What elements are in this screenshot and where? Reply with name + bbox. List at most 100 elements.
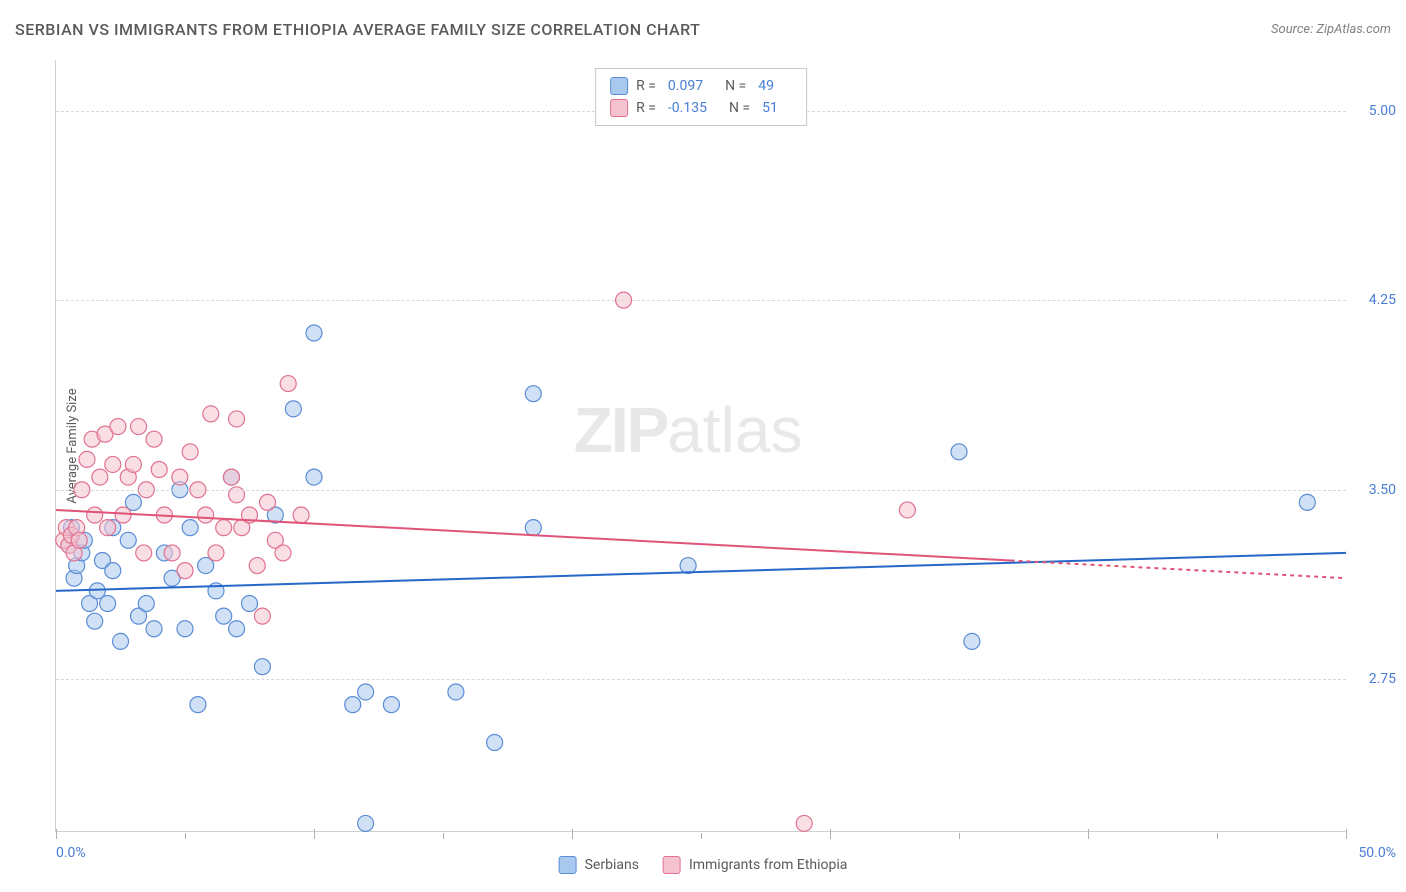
data-point: [293, 507, 309, 523]
grid-line: [56, 490, 1346, 491]
data-point: [964, 633, 980, 649]
data-point: [285, 401, 301, 417]
x-tick: [572, 829, 573, 839]
swatch-ethiopia: [610, 99, 628, 117]
legend-item-ethiopia: Immigrants from Ethiopia: [663, 856, 847, 874]
data-point: [254, 608, 270, 624]
data-point: [113, 633, 129, 649]
data-point: [216, 608, 232, 624]
data-point: [383, 697, 399, 713]
data-point: [203, 406, 219, 422]
data-point: [223, 469, 239, 485]
data-point: [487, 735, 503, 751]
x-tick: [1088, 829, 1089, 839]
x-tick: [185, 833, 186, 839]
chart-title: SERBIAN VS IMMIGRANTS FROM ETHIOPIA AVER…: [15, 20, 700, 39]
data-point: [525, 520, 541, 536]
data-point: [229, 411, 245, 427]
data-point: [146, 431, 162, 447]
x-axis-min: 0.0%: [56, 845, 86, 861]
data-point: [105, 456, 121, 472]
y-tick-label: 5.00: [1369, 103, 1396, 119]
legend-item-serbians: Serbians: [559, 856, 639, 874]
stat-r-ethiopia: -0.135: [668, 100, 707, 116]
data-point: [100, 520, 116, 536]
data-point: [131, 419, 147, 435]
stats-legend: R = 0.097 N = 49 R = -0.135 N = 51: [595, 68, 807, 126]
stat-label-r: R =: [636, 78, 656, 94]
data-point: [164, 545, 180, 561]
data-point: [216, 520, 232, 536]
stats-row-ethiopia: R = -0.135 N = 51: [610, 97, 792, 119]
data-point: [71, 532, 87, 548]
stats-row-serbians: R = 0.097 N = 49: [610, 75, 792, 97]
data-point: [260, 494, 276, 510]
data-point: [208, 545, 224, 561]
data-point: [120, 532, 136, 548]
data-point: [177, 621, 193, 637]
x-tick: [830, 829, 831, 839]
chart-source: Source: ZipAtlas.com: [1271, 22, 1391, 37]
stat-label-n: N =: [729, 100, 750, 116]
legend-label-serbians: Serbians: [585, 857, 639, 873]
data-point: [242, 595, 258, 611]
regression-line-dashed: [1011, 560, 1346, 578]
x-tick: [1346, 829, 1347, 839]
data-point: [79, 451, 95, 467]
data-point: [110, 419, 126, 435]
data-point: [92, 469, 108, 485]
data-point: [951, 444, 967, 460]
data-point: [177, 563, 193, 579]
y-tick-label: 2.75: [1369, 671, 1396, 687]
data-point: [796, 815, 812, 831]
data-point: [87, 507, 103, 523]
data-point: [1299, 494, 1315, 510]
stat-n-serbians: 49: [758, 78, 774, 94]
grid-line: [56, 679, 1346, 680]
x-tick: [701, 833, 702, 839]
data-point: [182, 520, 198, 536]
swatch-serbians-icon: [559, 856, 577, 874]
data-point: [358, 815, 374, 831]
data-point: [229, 621, 245, 637]
data-point: [136, 545, 152, 561]
x-tick: [56, 829, 57, 839]
data-point: [899, 502, 915, 518]
swatch-ethiopia-icon: [663, 856, 681, 874]
y-tick-label: 3.50: [1369, 482, 1396, 498]
series-legend: Serbians Immigrants from Ethiopia: [559, 856, 848, 874]
x-tick: [443, 833, 444, 839]
data-point: [198, 507, 214, 523]
data-point: [275, 545, 291, 561]
data-point: [125, 456, 141, 472]
x-axis-max: 50.0%: [1358, 845, 1396, 861]
x-tick: [1217, 833, 1218, 839]
x-tick: [959, 833, 960, 839]
data-point: [448, 684, 464, 700]
data-point: [280, 376, 296, 392]
stat-label-r: R =: [636, 100, 656, 116]
chart-header: SERBIAN VS IMMIGRANTS FROM ETHIOPIA AVER…: [15, 20, 1391, 39]
x-tick: [314, 829, 315, 839]
regression-line: [56, 510, 1011, 561]
data-point: [306, 325, 322, 341]
stat-label-n: N =: [725, 78, 746, 94]
stat-r-serbians: 0.097: [668, 78, 703, 94]
data-point: [254, 659, 270, 675]
data-point: [105, 563, 121, 579]
y-tick-label: 4.25: [1369, 292, 1396, 308]
regression-line: [56, 553, 1346, 591]
data-point: [146, 621, 162, 637]
stat-n-ethiopia: 51: [762, 100, 778, 116]
legend-label-ethiopia: Immigrants from Ethiopia: [689, 857, 847, 873]
data-point: [100, 595, 116, 611]
chart-container: ZIPatlas R = 0.097 N = 49 R = -0.135 N =…: [55, 60, 1346, 832]
data-point: [151, 462, 167, 478]
plot-area: ZIPatlas R = 0.097 N = 49 R = -0.135 N =…: [55, 60, 1346, 832]
grid-line: [56, 300, 1346, 301]
data-point: [172, 469, 188, 485]
plot-svg: [56, 60, 1346, 831]
data-point: [115, 507, 131, 523]
data-point: [306, 469, 322, 485]
data-point: [358, 684, 374, 700]
